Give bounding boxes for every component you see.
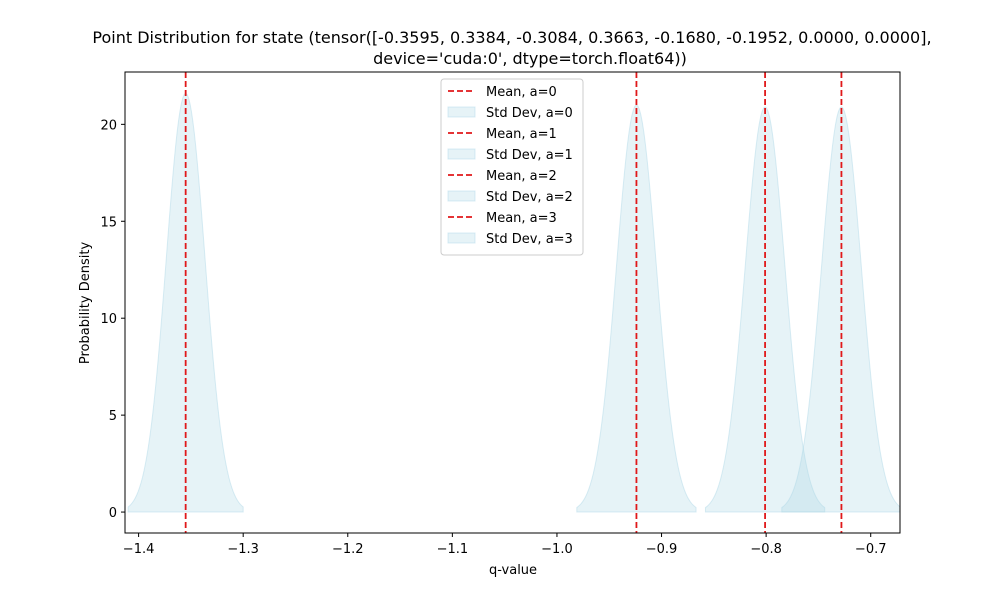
y-tick-label: 5	[109, 409, 117, 424]
plot-frame	[124, 71, 901, 534]
axes: −1.4 −1.3 −1.2 −1.1 −1.0 −0.9 −0.8 −0.7 0 5 10 15 20	[100, 71, 901, 557]
legend-label: Std Dev, a=0	[486, 106, 573, 121]
y-tick-label: 10	[100, 312, 117, 327]
legend-label: Std Dev, a=3	[486, 232, 573, 247]
legend-label: Mean, a=2	[486, 169, 557, 184]
legend-label: Std Dev, a=2	[486, 190, 573, 205]
x-tick-label: −1.0	[541, 542, 573, 557]
y-tick-label: 20	[100, 118, 117, 133]
legend-label: Std Dev, a=1	[486, 148, 573, 163]
chart-title-line-2: device='cuda:0', dtype=torch.float64))	[373, 49, 687, 68]
legend-swatch-std	[447, 190, 476, 202]
x-tick-label: −0.7	[855, 542, 887, 557]
y-tick-label: 15	[100, 215, 117, 230]
x-tick-label: −1.1	[437, 542, 469, 557]
chart-title-line-1: Point Distribution for state (tensor([-0…	[92, 28, 931, 47]
plot-area	[127, 72, 900, 533]
legend-label: Mean, a=3	[486, 211, 557, 226]
legend-swatch-std	[447, 232, 476, 244]
x-axis-label: q-value	[489, 563, 537, 578]
legend-swatch-std	[447, 106, 476, 118]
x-tick-label: −0.8	[750, 542, 782, 557]
legend-box	[440, 78, 584, 256]
legend-label: Mean, a=0	[486, 85, 557, 100]
x-tick-label: −1.3	[227, 542, 259, 557]
y-tick-label: 0	[109, 506, 117, 521]
legend: Mean, a=0 Std Dev, a=0 Mean, a=1 Std Dev, a…	[440, 78, 584, 256]
legend-label: Mean, a=1	[486, 127, 557, 142]
y-axis-label: Probability Density	[78, 242, 93, 365]
x-tick-label: −0.9	[646, 542, 678, 557]
x-tick-label: −1.2	[332, 542, 364, 557]
x-tick-label: −1.4	[123, 542, 155, 557]
legend-swatch-std	[447, 148, 476, 160]
